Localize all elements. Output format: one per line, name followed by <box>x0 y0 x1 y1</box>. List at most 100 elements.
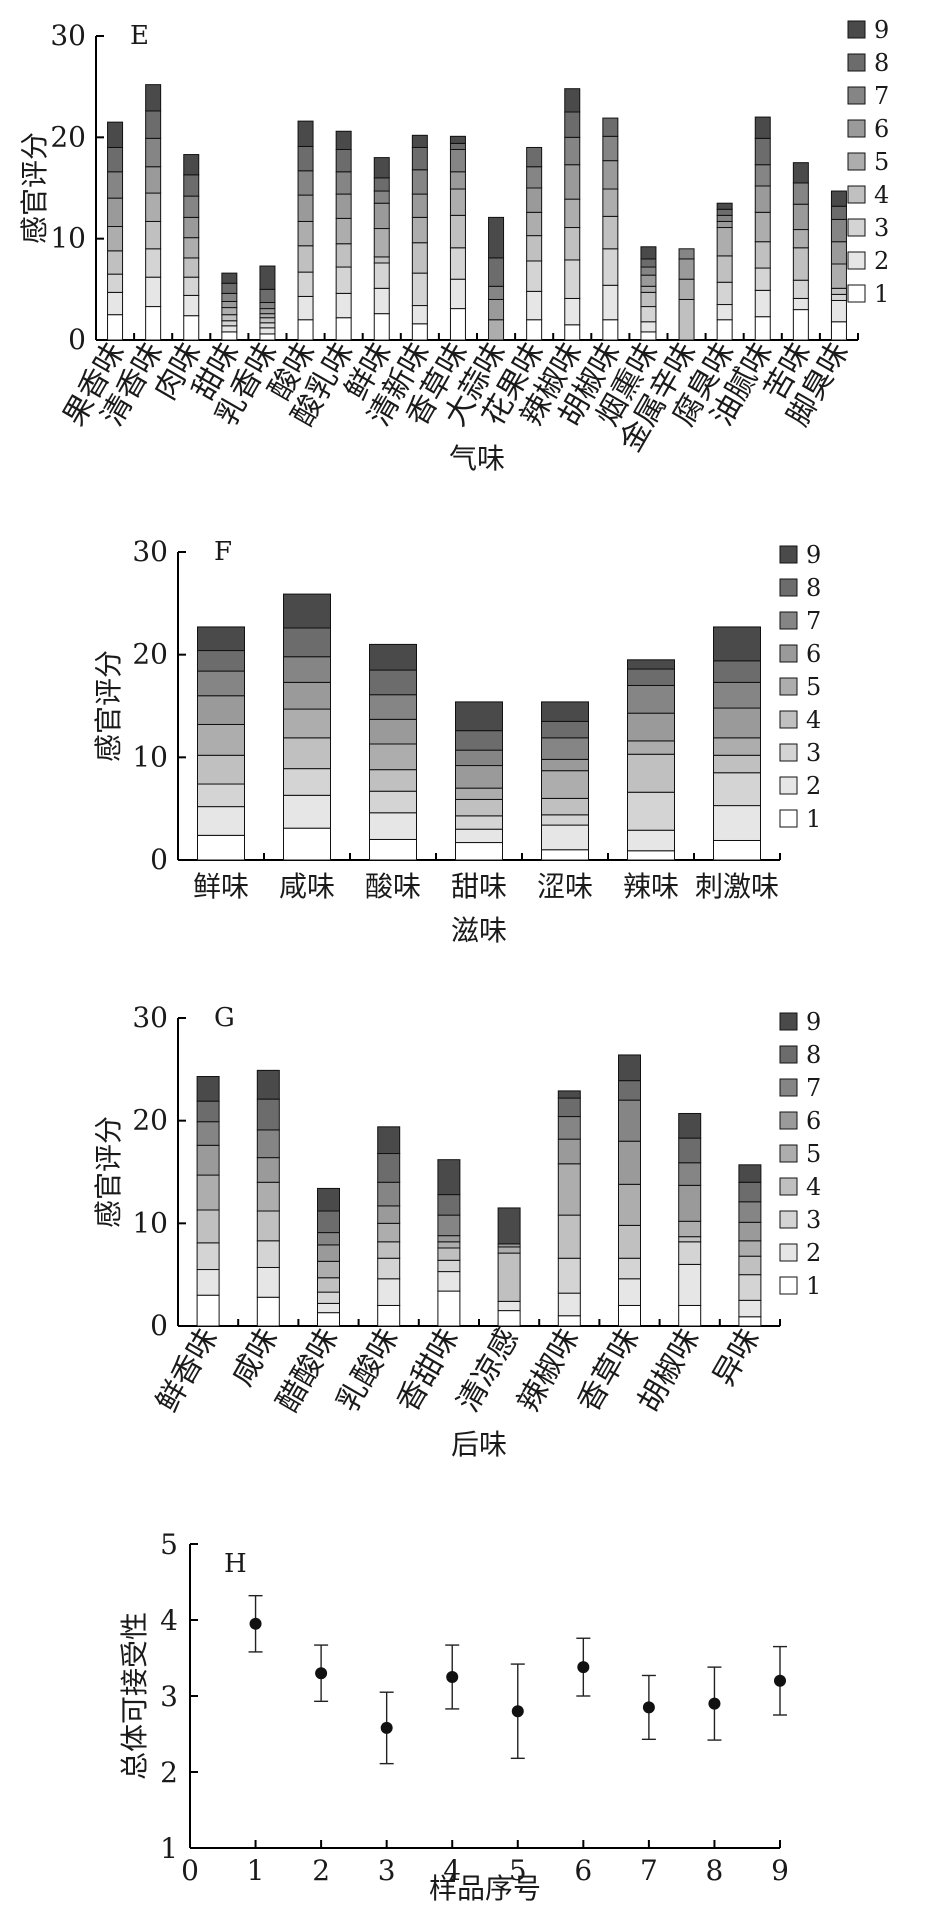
bar-segment <box>716 220 733 229</box>
bar-segment <box>196 1294 220 1327</box>
bar-segment <box>640 306 657 323</box>
bar-segment <box>716 304 733 321</box>
data-point <box>249 1617 262 1630</box>
legend-label: 5 <box>806 1140 821 1168</box>
bar-segment <box>541 824 589 851</box>
bar-segment <box>526 187 543 213</box>
bar-segment <box>627 850 675 861</box>
legend-swatch <box>779 1276 798 1295</box>
bar-segment <box>373 256 390 264</box>
bar-segment <box>377 1222 401 1243</box>
bar-segment <box>259 322 276 329</box>
bar-stack <box>792 162 809 341</box>
bar-segment <box>411 169 428 195</box>
bar-segment <box>640 291 657 308</box>
bar-segment <box>369 812 417 840</box>
x-tick-label: 2 <box>312 1854 330 1887</box>
legend-label: 1 <box>874 280 889 308</box>
bar-segment <box>455 828 503 844</box>
bar-segment <box>373 157 390 179</box>
bar-segment <box>221 314 238 322</box>
bar-segment <box>377 1278 401 1306</box>
legend-label: 8 <box>874 49 889 77</box>
bar-segment <box>713 754 761 774</box>
x-category-label: 甜味 <box>451 870 507 903</box>
bar-segment <box>369 790 417 814</box>
legend-swatch <box>779 1111 798 1130</box>
bar-segment <box>449 188 466 216</box>
bar-segment <box>526 166 543 189</box>
bar-stack <box>335 130 352 341</box>
bar-stack <box>754 116 771 341</box>
bar-segment <box>283 827 331 861</box>
x-axis-title: 后味 <box>451 1428 507 1461</box>
bar-segment <box>640 321 657 333</box>
legend-swatch <box>779 545 798 564</box>
bar-segment <box>411 146 428 171</box>
bar-segment <box>256 1296 280 1327</box>
x-tick-label: 3 <box>378 1854 396 1887</box>
x-axis-title: 滋味 <box>451 914 507 947</box>
bar-segment <box>335 266 352 294</box>
bar-stack <box>640 246 657 341</box>
data-point-group <box>314 1644 329 1703</box>
bar-stack <box>678 248 695 341</box>
legend-swatch <box>779 1012 798 1031</box>
bar-segment <box>317 1302 340 1314</box>
bar-segment <box>557 1315 581 1327</box>
bar-segment <box>678 1137 702 1164</box>
y-axis-title: 总体可接受性 <box>118 1612 151 1780</box>
bar-segment <box>221 272 238 284</box>
bar-stack <box>618 1054 641 1327</box>
bar-segment <box>754 185 771 213</box>
bar-segment <box>369 838 417 861</box>
legend-label: 6 <box>874 115 889 143</box>
bar-segment <box>283 627 331 658</box>
bar-segment <box>197 626 245 652</box>
legend-swatch <box>847 152 866 171</box>
bar-segment <box>557 1292 581 1317</box>
bar-segment <box>830 293 847 301</box>
y-axis-title: 感官评分 <box>92 1116 125 1228</box>
bar-stack <box>259 265 276 341</box>
bar-segment <box>754 316 771 341</box>
y-tick-label: 30 <box>132 1001 168 1034</box>
bar-segment <box>196 1076 220 1102</box>
bar-segment <box>221 307 238 316</box>
bar-segment <box>792 182 809 205</box>
bar-segment <box>221 282 238 294</box>
x-tick-label: 1 <box>247 1854 265 1887</box>
bar-segment <box>377 1304 401 1327</box>
bar-segment <box>107 146 124 173</box>
data-point <box>446 1671 459 1683</box>
bar-segment <box>564 324 581 341</box>
x-category-label: 涩味 <box>537 870 593 903</box>
bar-segment <box>449 308 466 341</box>
bar-stack <box>488 216 505 341</box>
bar-stack <box>221 272 238 341</box>
x-category-label: 酸味 <box>365 870 421 903</box>
x-category-label: 咸味 <box>279 870 335 903</box>
bar-segment <box>618 1304 641 1327</box>
data-point <box>511 1705 524 1718</box>
bar-segment <box>259 308 276 315</box>
bar-segment <box>437 1271 461 1292</box>
legend-swatch <box>847 185 866 204</box>
legend-label: 6 <box>806 1107 821 1135</box>
bar-segment <box>541 737 589 760</box>
bar-segment <box>738 1299 762 1318</box>
bar-segment <box>526 211 543 237</box>
legend-swatch <box>779 776 798 795</box>
bar-segment <box>377 1153 401 1183</box>
bar-stack <box>196 1076 220 1327</box>
x-category-label: 鲜味 <box>193 870 249 903</box>
bar-segment <box>738 1181 762 1203</box>
bar-segment <box>411 134 428 148</box>
bar-segment <box>754 164 771 187</box>
bar-segment <box>526 290 543 321</box>
bar-stack <box>437 1159 461 1327</box>
bar-segment <box>283 708 331 739</box>
bar-segment <box>449 171 466 190</box>
